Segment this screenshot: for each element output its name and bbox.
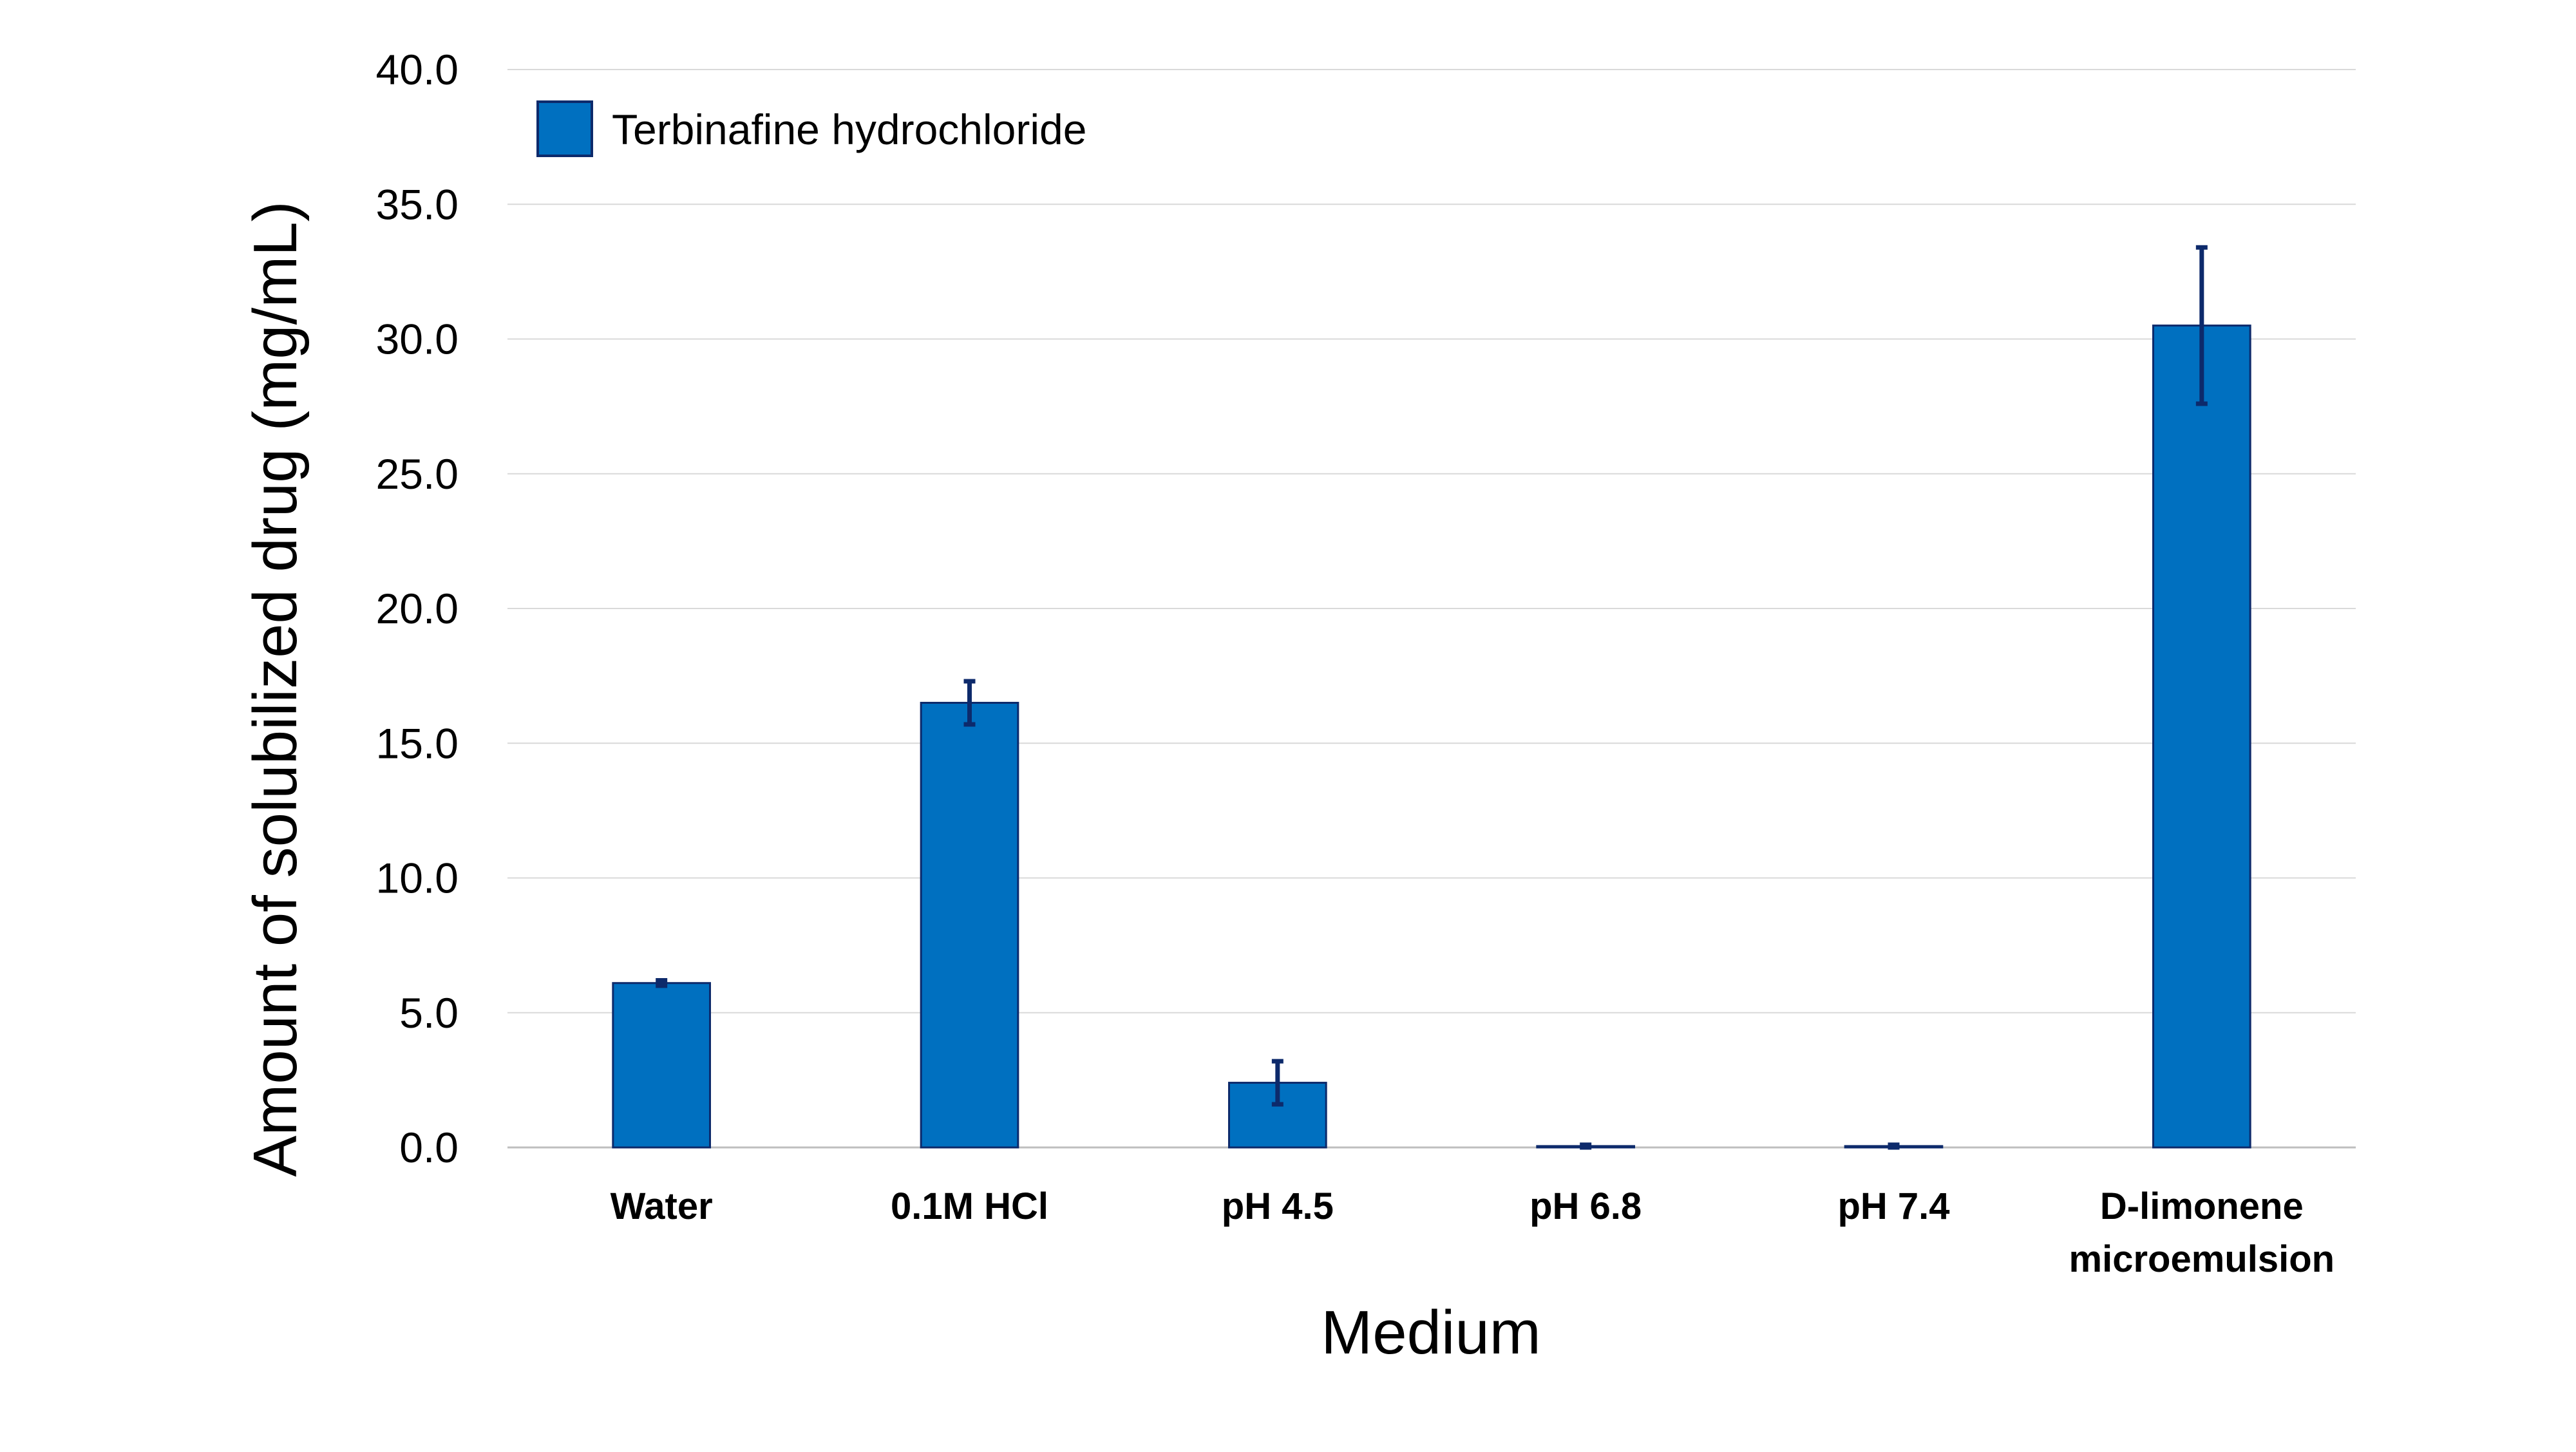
x-tick-label: pH 6.8	[1530, 1185, 1642, 1227]
y-tick-label: 15.0	[376, 719, 459, 767]
y-tick-label: 25.0	[376, 450, 459, 498]
error-bars	[656, 245, 2208, 1150]
y-axis-title: Amount of solubilized drug (mg/mL)	[241, 201, 310, 1176]
bar	[2152, 325, 2251, 1149]
x-tick-label: Water	[611, 1185, 713, 1227]
x-axis-title: Medium	[1321, 1298, 1540, 1367]
x-tick-label: pH 7.4	[1837, 1185, 1949, 1227]
y-axis-ticks: 0.0 5.0 10.0 15.0 20.0 25.0 30.0 35.0 40.0	[376, 46, 459, 1171]
y-tick-label: 30.0	[376, 316, 459, 363]
legend: Terbinafine hydrochloride	[536, 100, 1086, 157]
y-tick-label: 5.0	[399, 989, 459, 1037]
x-tick-label: 0.1M HCl	[891, 1185, 1048, 1227]
x-tick-label: pH 4.5	[1222, 1185, 1334, 1227]
y-tick-label: 35.0	[376, 180, 459, 228]
legend-label: Terbinafine hydrochloride	[612, 106, 1086, 153]
bars	[612, 325, 2251, 1149]
x-axis-ticks: Water 0.1M HCl pH 4.5 pH 6.8 pH 7.4 D-limonen…	[611, 1185, 2334, 1280]
x-tick-label: D-limonene microemulsion	[2069, 1185, 2335, 1280]
bar	[920, 701, 1019, 1149]
legend-swatch	[536, 100, 593, 157]
gridlines	[507, 69, 2356, 1149]
y-tick-label: 10.0	[376, 854, 459, 902]
bar	[612, 982, 712, 1149]
y-tick-label: 20.0	[376, 585, 459, 632]
y-tick-label: 40.0	[376, 46, 459, 93]
y-tick-label: 0.0	[399, 1124, 459, 1171]
